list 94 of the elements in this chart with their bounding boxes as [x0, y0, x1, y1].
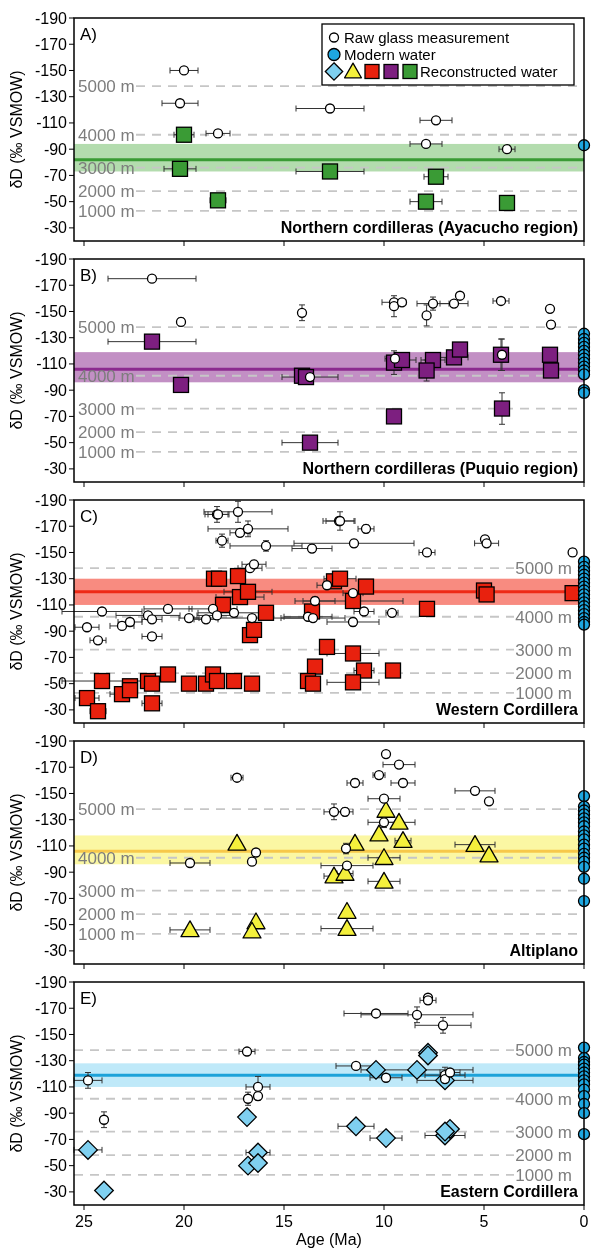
x-tick-label: 5: [479, 1213, 489, 1230]
ref-line-label: 1000 m: [515, 1165, 572, 1185]
ref-line-label: 4000 m: [78, 848, 135, 868]
y-tick-label: -70: [43, 889, 68, 907]
annotation: Altiplano: [509, 942, 579, 959]
y-tick-label: -150: [34, 1025, 68, 1043]
y-tick-label: -130: [34, 570, 68, 588]
y-tick-label: -30: [43, 701, 68, 719]
ref-line-label: 5000 m: [78, 77, 135, 97]
annotation: A): [80, 25, 97, 44]
y-tick-label: -30: [43, 1183, 68, 1201]
y-tick-label: -50: [43, 434, 68, 452]
annotation: B): [80, 266, 97, 285]
ref-line-label: 3000 m: [78, 881, 135, 901]
y-tick-label: -130: [34, 1052, 68, 1070]
ref-line-label: 1000 m: [515, 683, 572, 703]
y-tick-label: -110: [36, 596, 68, 614]
y-tick-label: -150: [34, 302, 68, 320]
y-tick-label: -170: [34, 276, 68, 294]
y-tick-label: -90: [43, 863, 68, 881]
annotation: Western Cordillera: [436, 701, 579, 718]
y-tick-label: -190: [34, 491, 68, 509]
ref-line-label: 5000 m: [515, 559, 572, 579]
ref-line-label: 1000 m: [78, 201, 135, 221]
y-axis-title: δD (‰ VSMOW): [8, 1034, 25, 1153]
annotation: Northern cordilleras (Puquio region): [302, 460, 578, 477]
ref-line-label: 2000 m: [515, 664, 572, 684]
annotation: Eastern Cordillera: [440, 1183, 579, 1200]
y-tick-label: -110: [36, 837, 68, 855]
y-tick-label: -130: [34, 88, 68, 106]
y-tick-label: -130: [34, 329, 68, 347]
y-tick-label: -90: [43, 140, 68, 158]
y-tick-label: -90: [43, 1104, 68, 1122]
legend-label: Raw glass measurement: [344, 28, 510, 46]
y-axis-title: δD (‰ VSMOW): [8, 793, 25, 912]
ref-line-label: 2000 m: [78, 423, 135, 443]
y-tick-label: -50: [43, 193, 68, 211]
legend-label: Modern water: [344, 45, 436, 63]
annotation: D): [80, 748, 98, 767]
x-tick-label: 0: [579, 1213, 589, 1230]
ref-line-label: 1000 m: [78, 924, 135, 944]
ref-line-label: 4000 m: [78, 125, 135, 145]
ref-line-label: 5000 m: [515, 1041, 572, 1061]
y-tick-label: -90: [43, 381, 68, 399]
ref-line-label: 4000 m: [515, 1089, 572, 1109]
y-tick-label: -110: [36, 355, 68, 373]
y-tick-label: -70: [43, 648, 68, 666]
y-tick-label: -110: [36, 1078, 68, 1096]
y-tick-label: -30: [43, 219, 68, 237]
ref-line-label: 5000 m: [78, 318, 135, 338]
y-tick-label: -50: [43, 1157, 68, 1175]
x-tick-label: 25: [75, 1213, 93, 1230]
annotation: E): [80, 989, 97, 1008]
ref-line-label: 2000 m: [78, 182, 135, 202]
y-tick-label: -190: [34, 250, 68, 268]
y-tick-label: -190: [34, 732, 68, 750]
ref-line-label: 3000 m: [515, 640, 572, 660]
y-axis-title: δD (‰ VSMOW): [8, 70, 25, 189]
y-tick-label: -170: [34, 517, 68, 535]
legend-label: Reconstructed water: [420, 62, 558, 80]
y-tick-label: -150: [34, 784, 68, 802]
y-tick-label: -70: [43, 407, 68, 425]
y-tick-label: -170: [34, 758, 68, 776]
y-tick-label: -50: [43, 675, 68, 693]
y-tick-label: -50: [43, 916, 68, 934]
y-tick-label: -170: [34, 999, 68, 1017]
ref-line-label: 2000 m: [78, 905, 135, 925]
ref-line-label: 4000 m: [78, 366, 135, 386]
ref-line-label: 5000 m: [78, 800, 135, 820]
x-tick-label: 10: [375, 1213, 393, 1230]
x-tick-label: 20: [175, 1213, 193, 1230]
y-tick-label: -130: [34, 811, 68, 829]
x-tick-label: 15: [275, 1213, 293, 1230]
y-tick-label: -30: [43, 460, 68, 478]
annotation: Northern cordilleras (Ayacucho region): [280, 219, 578, 236]
y-tick-label: -150: [34, 543, 68, 561]
y-tick-label: -190: [34, 973, 68, 991]
ref-line-label: 3000 m: [515, 1122, 572, 1142]
y-tick-label: -90: [43, 622, 68, 640]
ref-line-label: 1000 m: [78, 442, 135, 462]
x-axis-title: Age (Ma): [296, 1231, 362, 1248]
annotation: C): [80, 507, 98, 526]
y-axis-title: δD (‰ VSMOW): [8, 311, 25, 430]
y-tick-label: -190: [34, 9, 68, 27]
ref-line-label: 2000 m: [515, 1146, 572, 1166]
ref-line-label: 3000 m: [78, 399, 135, 419]
y-tick-label: -70: [43, 1130, 68, 1148]
y-axis-title: δD (‰ VSMOW): [8, 552, 25, 671]
ref-line-label: 4000 m: [515, 607, 572, 627]
y-tick-label: -30: [43, 942, 68, 960]
y-tick-label: -170: [34, 35, 68, 53]
y-tick-label: -70: [43, 166, 68, 184]
y-tick-label: -150: [34, 61, 68, 79]
y-tick-label: -110: [36, 114, 68, 132]
